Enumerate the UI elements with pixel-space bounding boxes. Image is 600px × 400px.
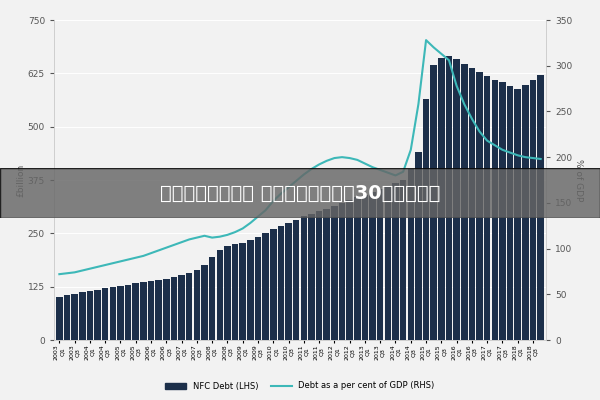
Bar	[438, 58, 445, 340]
Bar	[446, 56, 452, 340]
Y-axis label: £billion: £billion	[16, 163, 25, 197]
Bar	[293, 220, 299, 340]
Bar	[155, 280, 162, 340]
Bar	[232, 244, 238, 340]
Bar	[538, 75, 544, 340]
Bar	[308, 214, 315, 340]
Bar	[484, 76, 490, 340]
Bar	[102, 288, 109, 340]
Bar	[346, 200, 353, 340]
Bar	[400, 180, 406, 340]
Bar	[499, 82, 506, 340]
Bar	[423, 99, 430, 340]
Bar	[148, 281, 154, 340]
Text: 股票配资利息太高 公募基金规模首破30万亿元大关: 股票配资利息太高 公募基金规模首破30万亿元大关	[160, 184, 440, 202]
Bar	[370, 192, 376, 340]
Bar	[217, 250, 223, 340]
Bar	[71, 294, 78, 340]
Bar	[415, 152, 422, 340]
Bar	[170, 277, 177, 340]
Bar	[323, 208, 330, 340]
Bar	[140, 282, 146, 340]
Bar	[186, 272, 193, 340]
Bar	[377, 188, 383, 340]
Bar	[270, 229, 277, 340]
Legend: NFC Debt (LHS), Debt as a per cent of GDP (RHS): NFC Debt (LHS), Debt as a per cent of GD…	[162, 378, 438, 394]
Bar	[285, 223, 292, 340]
Bar	[385, 186, 391, 340]
Bar	[522, 85, 529, 340]
Bar	[255, 237, 261, 340]
Bar	[133, 283, 139, 340]
Bar	[117, 286, 124, 340]
Bar	[491, 80, 498, 340]
Bar	[362, 195, 368, 340]
Bar	[56, 297, 62, 340]
FancyBboxPatch shape	[0, 168, 600, 218]
Bar	[507, 86, 514, 340]
Bar	[301, 216, 307, 340]
Bar	[178, 275, 185, 340]
Bar	[514, 89, 521, 340]
Bar	[461, 64, 467, 340]
Bar	[163, 279, 170, 340]
Bar	[476, 72, 483, 340]
Bar	[339, 204, 345, 340]
Bar	[262, 233, 269, 340]
Bar	[94, 290, 101, 340]
Bar	[354, 197, 361, 340]
Bar	[331, 206, 338, 340]
Bar	[392, 183, 399, 340]
Bar	[224, 246, 230, 340]
Bar	[316, 211, 322, 340]
Bar	[64, 295, 70, 340]
Bar	[86, 291, 93, 340]
Bar	[247, 240, 254, 340]
Bar	[407, 169, 414, 340]
Bar	[430, 65, 437, 340]
Bar	[110, 287, 116, 340]
Bar	[530, 80, 536, 340]
Bar	[209, 257, 215, 340]
Bar	[125, 284, 131, 340]
Bar	[79, 292, 86, 340]
Y-axis label: % of GDP: % of GDP	[574, 159, 583, 201]
Bar	[194, 270, 200, 340]
Bar	[239, 243, 246, 340]
Bar	[454, 59, 460, 340]
Bar	[201, 265, 208, 340]
Bar	[469, 68, 475, 340]
Bar	[278, 226, 284, 340]
